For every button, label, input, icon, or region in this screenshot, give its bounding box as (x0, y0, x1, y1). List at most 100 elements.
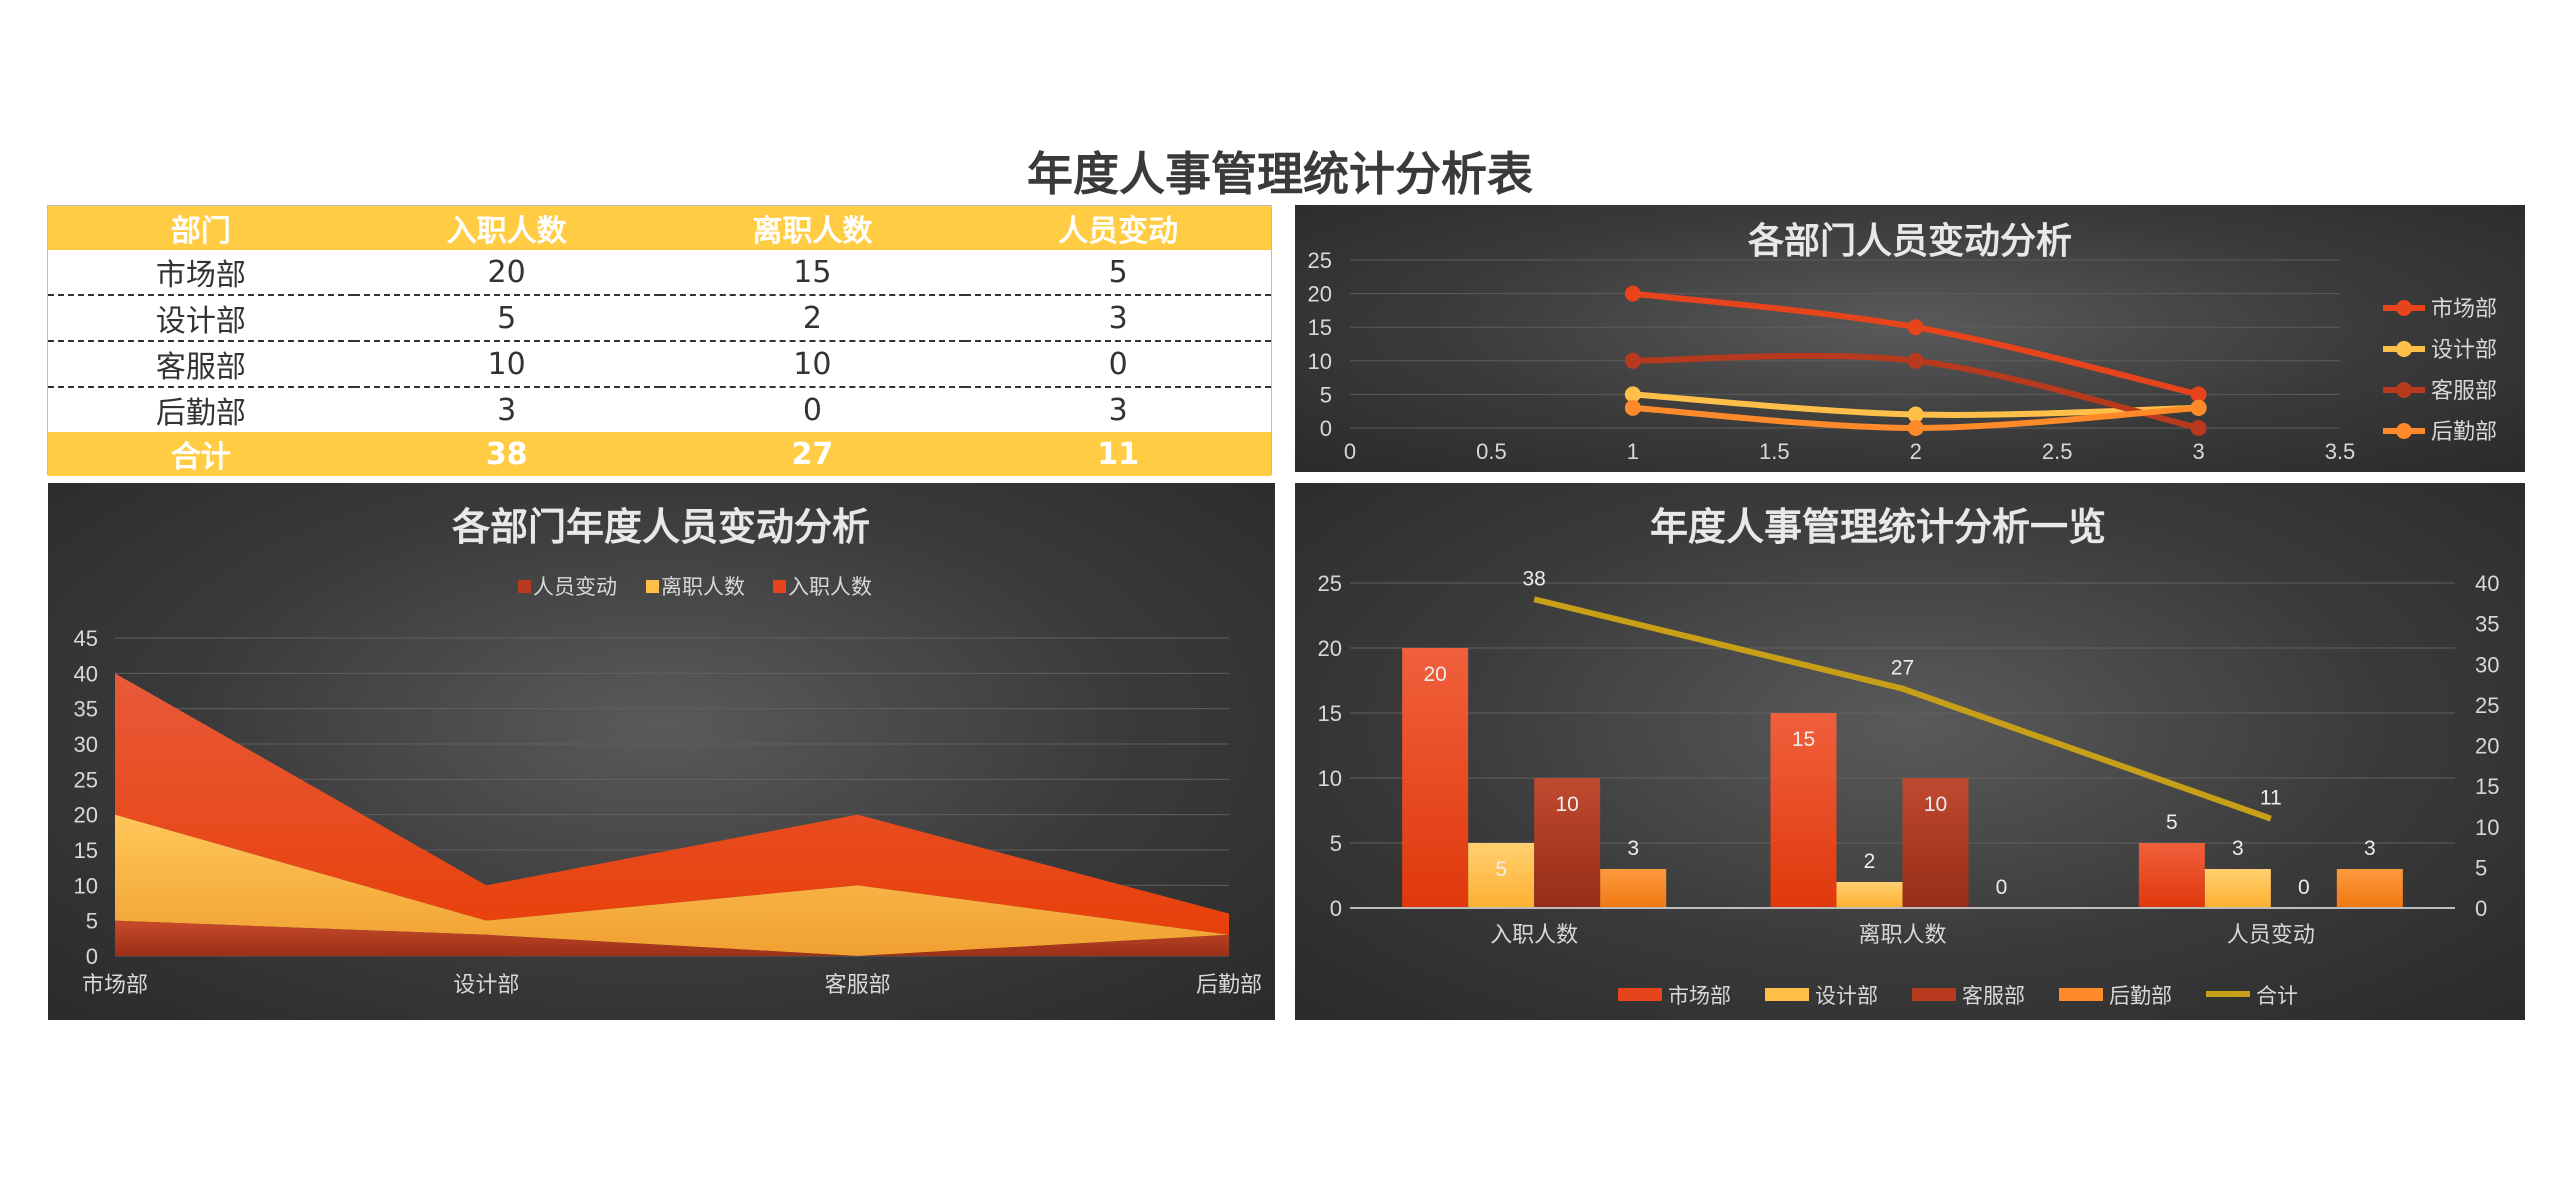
table-cell: 0 (965, 341, 1271, 388)
legend-label: 客服部 (1962, 985, 2025, 1008)
table-row: 设计部 5 2 3 (48, 295, 1271, 342)
x-tick-label: 入职人数 (1490, 922, 1578, 947)
x-tick-label: 客服部 (825, 972, 891, 997)
table-row: 客服部 10 10 0 (48, 341, 1271, 388)
legend-swatch (2059, 988, 2103, 1001)
y2-tick-label: 0 (2475, 896, 2487, 921)
y-tick-label: 10 (1318, 766, 1342, 791)
x-tick-label: 0.5 (1476, 439, 1507, 464)
data-point (1907, 406, 1924, 423)
x-tick-label: 2.5 (2042, 439, 2073, 464)
data-label: 5 (1495, 858, 1507, 881)
legend-label: 后勤部 (2109, 985, 2172, 1008)
bar (1468, 843, 1535, 908)
y-tick-label: 45 (74, 626, 98, 651)
legend-label: 设计部 (2431, 337, 2497, 362)
legend-swatch (518, 580, 531, 593)
y2-tick-label: 20 (2475, 734, 2499, 759)
y-tick-label: 25 (1318, 571, 1342, 596)
data-point (1624, 285, 1641, 302)
legend-label: 入职人数 (788, 576, 872, 599)
data-point (1907, 352, 1924, 369)
legend-label: 客服部 (2431, 378, 2497, 403)
data-label: 10 (1924, 793, 1947, 816)
bar (2138, 843, 2205, 908)
x-tick-label: 设计部 (453, 972, 519, 997)
table-cell: 5 (965, 250, 1271, 296)
legend-label: 离职人数 (661, 576, 745, 599)
chart-title: 各部门人员变动分析 (1748, 220, 2072, 262)
y-tick-label: 40 (74, 661, 98, 686)
table-row: 后勤部 3 0 3 (48, 387, 1271, 432)
data-label: 10 (1555, 793, 1578, 816)
y2-tick-label: 30 (2475, 652, 2499, 677)
table-header-row: 部门 入职人数 离职人数 人员变动 (48, 206, 1271, 250)
table-cell: 市场部 (48, 250, 354, 296)
bar (2336, 869, 2403, 908)
total-line (1533, 596, 2272, 822)
y-tick-label: 15 (1308, 315, 1332, 340)
table-cell: 后勤部 (155, 396, 246, 431)
series-line (1629, 290, 2202, 398)
data-label: 20 (1423, 663, 1446, 686)
data-point (1624, 386, 1641, 403)
line-data-label: 27 (1891, 657, 1914, 680)
area-chart-panel: 各部门年度人员变动分析 0 5 10 15 20 25 30 35 40 45 市场部 设计部 客服部 后勤… (48, 483, 1275, 1020)
legend-marker (2396, 300, 2412, 316)
table-header-cell: 离职人数 (659, 206, 966, 250)
x-tick-label: 2 (1910, 439, 1922, 464)
legend-swatch (646, 580, 659, 593)
y2-tick-label: 10 (2475, 815, 2499, 840)
chart-title: 各部门年度人员变动分析 (452, 505, 870, 549)
table-total-cell: 38 (353, 432, 660, 476)
data-point (2190, 386, 2207, 403)
legend-marker (2396, 423, 2412, 439)
legend-label: 市场部 (2431, 296, 2497, 321)
table-total-row: 合计 38 27 11 (48, 432, 1271, 476)
bar (1902, 778, 1969, 908)
y-tick-label: 0 (86, 944, 98, 969)
bar (1836, 882, 1903, 908)
legend-swatch (773, 580, 786, 593)
y-tick-label: 5 (1330, 831, 1342, 856)
summary-table-container: 部门 入职人数 离职人数 人员变动 市场部 20 15 5 设计部 5 2 3 … (47, 205, 1272, 476)
area-chart: 各部门年度人员变动分析 0 5 10 15 20 25 30 35 40 45 市场部 设计部 客服部 后勤… (74, 505, 1262, 997)
table-cell: 3 (1108, 392, 1128, 428)
y-tick-label: 20 (74, 803, 98, 828)
y-tick-label: 0 (1330, 896, 1342, 921)
y-tick-label: 15 (1318, 701, 1342, 726)
line-data-label: 38 (1522, 567, 1545, 590)
x-tick-label: 3.5 (2325, 439, 2356, 464)
y-tick-label: 5 (1320, 382, 1332, 407)
table-cell: 20 (353, 250, 660, 296)
combo-chart: 年度人事管理统计分析一览05101520250510152025303540入职… (1318, 505, 2500, 1008)
data-label: 3 (2232, 837, 2244, 860)
line-chart-panel: 各部门人员变动分析 0 5 10 15 20 25 0 0.5 1 1.5 2 2.5 3 3.5 市场部 设计… (1295, 205, 2525, 472)
y-tick-label: 10 (74, 873, 98, 898)
legend-label: 人员变动 (533, 576, 617, 599)
data-point (1624, 399, 1641, 416)
x-tick-label: 人员变动 (2227, 922, 2315, 947)
data-point (1624, 352, 1641, 369)
y-tick-label: 30 (74, 732, 98, 757)
table-header-cell: 入职人数 (353, 206, 660, 250)
table-cell: 10 (659, 341, 966, 388)
y-tick-label: 20 (1318, 636, 1342, 661)
page-title: 年度人事管理统计分析表 (1027, 147, 1533, 201)
area-series (115, 814, 1229, 956)
data-label: 3 (1627, 837, 1639, 860)
data-label: 3 (2364, 837, 2376, 860)
legend-swatch (1765, 988, 1809, 1001)
y-tick-label: 5 (86, 909, 98, 934)
table-cell: 10 (353, 341, 660, 388)
chart-title: 年度人事管理统计分析一览 (1650, 505, 2106, 549)
x-tick-label: 3 (2192, 439, 2204, 464)
legend-swatch (1912, 988, 1956, 1001)
data-label: 0 (2298, 876, 2310, 899)
bar (1534, 778, 1601, 908)
x-tick-label: 后勤部 (1196, 972, 1262, 997)
table-total-cell: 11 (965, 432, 1271, 476)
data-point (2190, 399, 2207, 416)
legend-label: 后勤部 (2431, 419, 2497, 444)
y2-tick-label: 5 (2475, 855, 2487, 880)
